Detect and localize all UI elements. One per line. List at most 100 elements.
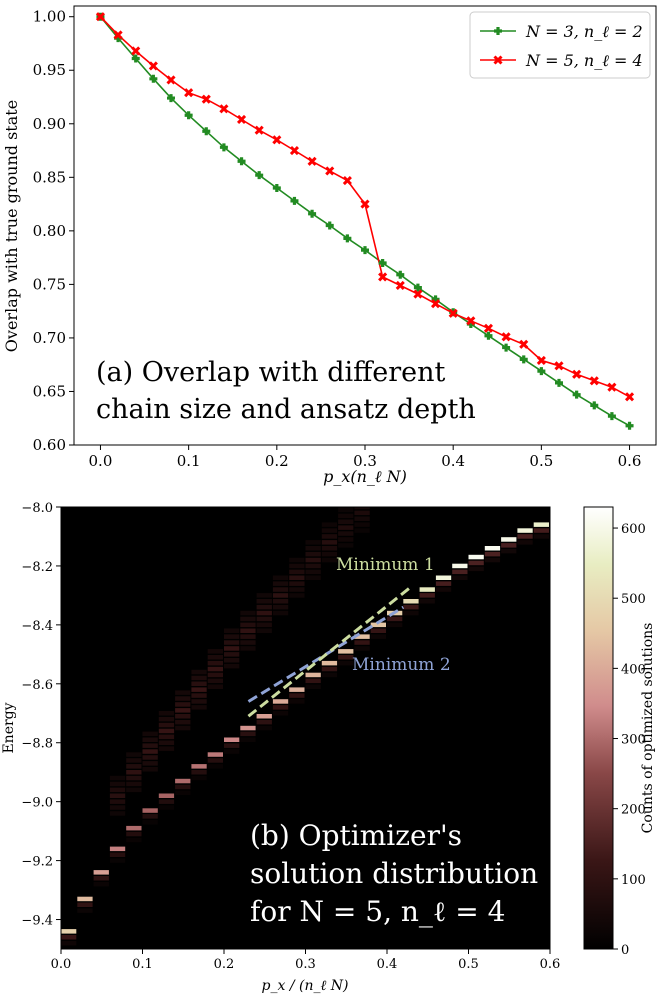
series-2-point (378, 272, 388, 282)
series-1-point (396, 270, 405, 279)
heatmap-cell (321, 522, 338, 527)
minimum-fit-lines (247, 585, 413, 718)
panel-b-ytick-label: −8.0 (21, 501, 53, 516)
heatmap-cell (338, 519, 354, 524)
panel-b-ytick-label: −8.6 (21, 678, 53, 693)
heatmap-cell (272, 581, 289, 586)
heatmap-cell (321, 534, 338, 539)
series-2-point (624, 392, 635, 402)
colorbar-tick-label: 500 (621, 592, 646, 607)
series-2-point (113, 30, 123, 40)
legend-plus-marker-icon (494, 27, 502, 35)
panel-b-ytick-label: −8.4 (21, 619, 53, 634)
panel-b-heatmap: 0.0 0.1 0.2 0.3 0.4 0.5 0.6 −8.0 −8.2 −8.4 −8.6 −8.… (1, 493, 656, 994)
heatmap-cell (175, 714, 191, 719)
series-2-point (201, 94, 211, 104)
panel-b-ytick-label: −8.8 (21, 737, 53, 752)
heatmap-cell (354, 640, 370, 645)
heatmap-cell (240, 640, 256, 645)
colorbar-tick-label: 100 (621, 873, 646, 888)
heatmap-cell (272, 610, 289, 616)
heatmap-cell (142, 749, 158, 754)
heatmap-cell (272, 599, 289, 604)
series-1-point (202, 127, 211, 136)
heatmap-background (61, 507, 550, 949)
panel-b-xtick-label: 0.1 (132, 957, 153, 972)
heatmap-cell (224, 737, 240, 742)
heatmap-cell (272, 699, 289, 704)
heatmap-cell (240, 634, 256, 639)
heatmap-cell (289, 581, 305, 586)
panel-a-ylabel: Overlap with true ground state (2, 100, 21, 352)
heatmap-cell (403, 604, 419, 610)
panel-b-xtick-label: 0.0 (51, 957, 72, 972)
heatmap-cell (126, 837, 142, 843)
series-1-point (184, 111, 193, 120)
heatmap-cell (175, 784, 191, 790)
heatmap-cell (452, 569, 468, 575)
heatmap-cell (354, 528, 370, 533)
panel-a-ytick-label: 0.75 (33, 275, 66, 293)
heatmap-cell (158, 746, 175, 751)
heatmap-cell (126, 831, 142, 837)
heatmap-cell (191, 669, 207, 675)
heatmap-cell (207, 678, 223, 684)
heatmap-cell (338, 513, 354, 519)
panel-a-legend: N = 3, n_ℓ = 2 N = 5, n_ℓ = 4 (469, 11, 651, 79)
series-1-point (219, 143, 228, 152)
series-1-point (325, 221, 334, 230)
heatmap-cell (207, 672, 223, 678)
panel-b-xlabel: p_x / (n_ℓ N) (262, 978, 349, 994)
heatmap-cell (354, 507, 370, 510)
heatmap-cell (354, 499, 369, 504)
heatmap-cell (305, 684, 321, 689)
heatmap-cell (142, 820, 158, 825)
panel-b-xtick-label: 0.3 (295, 957, 316, 972)
heatmap-cell (109, 858, 126, 863)
heatmap-cell (256, 593, 272, 598)
heatmap-cell (191, 764, 207, 769)
series-2-point (184, 88, 194, 98)
heatmap-cell (240, 731, 256, 737)
legend-entry-series-2: N = 5, n_ℓ = 4 (480, 51, 643, 70)
heatmap-cell (109, 805, 126, 810)
heatmap-cell (354, 493, 369, 498)
heatmap-cell (240, 616, 256, 622)
heatmap-cell (224, 628, 240, 633)
panel-a-ytick-label: 1.00 (33, 8, 66, 26)
heatmap-cell (207, 758, 223, 763)
heatmap-cell (158, 734, 175, 740)
heatmap-cell (191, 770, 207, 775)
heatmap-cell (142, 814, 158, 819)
series-1-point (484, 331, 493, 340)
heatmap-cell (158, 805, 175, 810)
series-2-point (589, 376, 599, 386)
heatmap-cell (338, 525, 354, 530)
colorbar-ticks: 0 100 200 300 400 500 600 (613, 522, 646, 958)
panel-b-caption-line3: for N = 5, n_ℓ = 4 (250, 895, 505, 928)
heatmap-cell (207, 660, 223, 666)
heatmap-cell (354, 510, 370, 516)
panel-a-xtick-label: 0.1 (177, 452, 201, 470)
heatmap-cell (468, 560, 484, 566)
series-2-point (395, 280, 405, 291)
heatmap-cell (256, 725, 272, 731)
heatmap-cell (321, 551, 338, 557)
colorbar-tick-label: 0 (621, 943, 629, 958)
heatmap-cell (468, 566, 484, 572)
heatmap-cell (256, 714, 272, 719)
heatmap-cell (533, 528, 549, 533)
heatmap-cell (354, 634, 370, 639)
heatmap-cell (387, 622, 403, 628)
heatmap-cell (109, 846, 126, 852)
heatmap-cell (517, 528, 533, 533)
heatmap-cell (93, 881, 109, 887)
heatmap-cell (224, 749, 240, 754)
heatmap-cell (224, 634, 240, 639)
legend-box (469, 11, 651, 79)
panel-a-xtick-label: 0.5 (529, 452, 553, 470)
heatmap-cell (61, 935, 77, 940)
heatmap-cell (224, 652, 240, 657)
colorbar-gradient (583, 506, 614, 950)
panel-a-ticks: 0.0 0.1 0.2 0.3 0.4 0.5 0.6 0.60 0.65 0.70 0.75 0.8… (33, 8, 642, 470)
